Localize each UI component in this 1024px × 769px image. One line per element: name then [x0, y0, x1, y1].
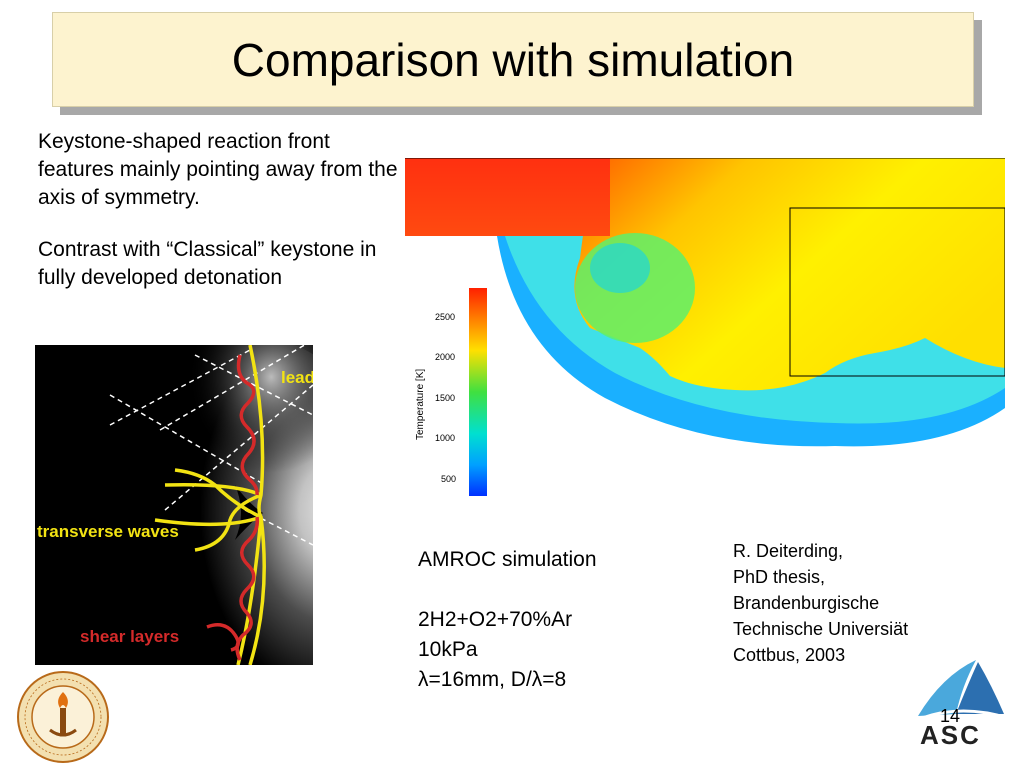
caption-pressure: 10kPa: [418, 638, 478, 661]
paragraph-contrast: Contrast with “Classical” keystone in fu…: [38, 238, 377, 289]
slide-title: Comparison with simulation: [231, 33, 795, 86]
citation-location-year: Cottbus, 2003: [733, 645, 846, 665]
experiment-photo: lead transverse waves shear layers: [35, 345, 313, 665]
simulation-image: 2500 2000 1500 1000 500 Temperature [K]: [405, 157, 1006, 503]
asc-logo-text: ASC: [920, 720, 981, 748]
citation-university-2: Technische Universiät: [733, 619, 909, 639]
citation-author: R. Deiterding,: [733, 541, 844, 561]
colorbar-tick-1000: 1000: [435, 433, 455, 443]
citation-university-1: Brandenburgische: [733, 593, 880, 613]
simulation-graphic: 2500 2000 1500 1000 500 Temperature [K]: [405, 157, 1006, 503]
label-shear-layers: shear layers: [80, 627, 179, 646]
simulation-caption: AMROC simulation 2H2+O2+70%Ar 10kPa λ=16…: [418, 545, 597, 695]
photo-graphic: lead transverse waves shear layers: [35, 345, 313, 665]
colorbar-tick-1500: 1500: [435, 393, 455, 403]
colorbar-tick-2500: 2500: [435, 312, 455, 322]
citation: R. Deiterding, PhD thesis, Brandenburgis…: [733, 538, 908, 668]
colorbar-tick-2000: 2000: [435, 352, 455, 362]
caption-cell-size: λ=16mm, D/λ=8: [418, 668, 567, 691]
asc-logo-icon: ASC: [912, 656, 1016, 750]
label-transverse-waves: transverse waves: [37, 522, 179, 541]
description-text: Keystone-shaped reaction front features …: [38, 128, 408, 316]
colorbar-label: Temperature [K]: [415, 369, 426, 440]
paragraph-keystone: Keystone-shaped reaction front features …: [38, 130, 398, 209]
caption-mixture: 2H2+O2+70%Ar: [418, 608, 573, 631]
caption-spacer: [418, 575, 597, 605]
label-leading: lead: [281, 368, 313, 387]
colorbar-tick-500: 500: [441, 474, 456, 484]
caption-amroc: AMROC simulation: [418, 548, 597, 571]
caltech-seal-icon: [16, 670, 110, 764]
page-number: 14: [940, 706, 961, 726]
title-banner: Comparison with simulation: [52, 12, 974, 107]
citation-type: PhD thesis,: [733, 567, 826, 587]
